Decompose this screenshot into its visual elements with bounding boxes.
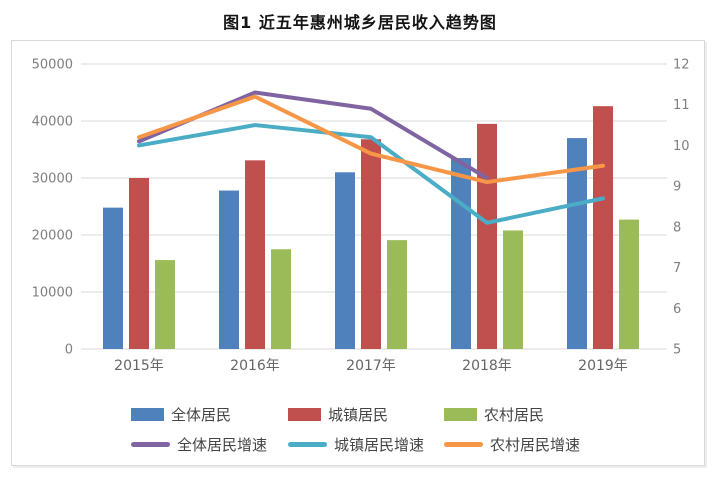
legend-label: 城镇居民增速: [334, 436, 425, 454]
legend-item-全体居民: 全体居民: [131, 404, 231, 425]
x-axis-label: 2017年: [346, 358, 396, 374]
bar-城镇居民-2015年: [129, 178, 149, 349]
right-axis-tick: 8: [673, 220, 681, 235]
legend-label: 全体居民增速: [177, 436, 268, 454]
bar-全体居民-2019年: [567, 138, 587, 349]
legend-item-农村居民增速: 农村居民增速: [444, 434, 580, 455]
x-axis-label: 2018年: [462, 358, 512, 374]
right-axis-tick: 11: [673, 98, 690, 113]
right-axis-tick: 5: [673, 343, 681, 358]
legend-item-城镇居民增速: 城镇居民增速: [288, 434, 424, 455]
bar-农村居民-2016年: [271, 249, 291, 349]
right-axis-tick: 9: [673, 180, 681, 195]
legend-label: 农村居民: [484, 406, 545, 424]
bar-城镇居民-2019年: [593, 106, 613, 350]
right-axis-tick: 7: [673, 261, 681, 276]
legend-swatch-农村居民增速: [444, 442, 483, 447]
left-axis-tick: 40000: [32, 115, 73, 130]
bar-全体居民-2017年: [335, 172, 355, 349]
line-城镇居民增速: [137, 123, 605, 225]
chart-frame: 0 10000 20000 30000 40000 50000 5 6 7 8 9 10 11 12 201…: [11, 40, 705, 466]
chart-title: 图1 近五年惠州城乡居民收入趋势图: [223, 13, 497, 32]
bar-城镇居民-2018年: [477, 123, 497, 349]
chart-svg: 0 10000 20000 30000 40000 50000 5 6 7 8 9 10 11 12 201…: [32, 58, 690, 375]
right-axis-tick: 12: [673, 58, 690, 73]
legend-item-全体居民增速: 全体居民增速: [131, 434, 267, 455]
x-axis-label: 2019年: [578, 358, 628, 374]
bar-农村居民-2018年: [503, 230, 523, 349]
bar-城镇居民-2017年: [361, 139, 381, 349]
legend-swatch-城镇居民: [288, 408, 321, 421]
legend-swatch-城镇居民增速: [288, 442, 327, 447]
x-axis-label: 2016年: [230, 358, 280, 374]
bar-全体居民-2015年: [103, 207, 123, 349]
x-axis-label: 2015年: [114, 358, 164, 374]
legend-row-lines: 全体居民增速 城镇居民增速 农村居民增速: [12, 434, 704, 456]
bar-农村居民-2015年: [155, 260, 175, 349]
legend-swatch-全体居民增速: [131, 442, 170, 447]
left-axis-tick: 10000: [32, 286, 73, 301]
left-axis-tick: 30000: [32, 172, 73, 187]
legend-swatch-全体居民: [131, 408, 164, 421]
legend-swatch-农村居民: [444, 408, 477, 421]
legend-item-城镇居民: 城镇居民: [288, 404, 388, 425]
bar-全体居民-2016年: [219, 190, 239, 349]
bar-城镇居民-2016年: [245, 160, 265, 349]
right-axis-tick: 6: [673, 302, 681, 317]
right-axis-tick: 10: [673, 139, 690, 154]
bar-农村居民-2019年: [619, 219, 639, 349]
legend-item-农村居民: 农村居民: [444, 404, 544, 425]
left-axis-tick: 20000: [32, 229, 73, 244]
left-axis-tick: 0: [65, 343, 73, 358]
left-axis-tick: 50000: [32, 58, 73, 73]
bar-农村居民-2017年: [387, 240, 407, 349]
legend-row-bars: 全体居民 城镇居民 农村居民: [12, 404, 704, 426]
bar-全体居民-2018年: [451, 158, 471, 349]
legend-label: 农村居民增速: [490, 436, 581, 454]
line-农村居民增速: [137, 94, 605, 185]
legend-label: 全体居民: [171, 406, 232, 424]
legend-label: 城镇居民: [328, 406, 389, 424]
